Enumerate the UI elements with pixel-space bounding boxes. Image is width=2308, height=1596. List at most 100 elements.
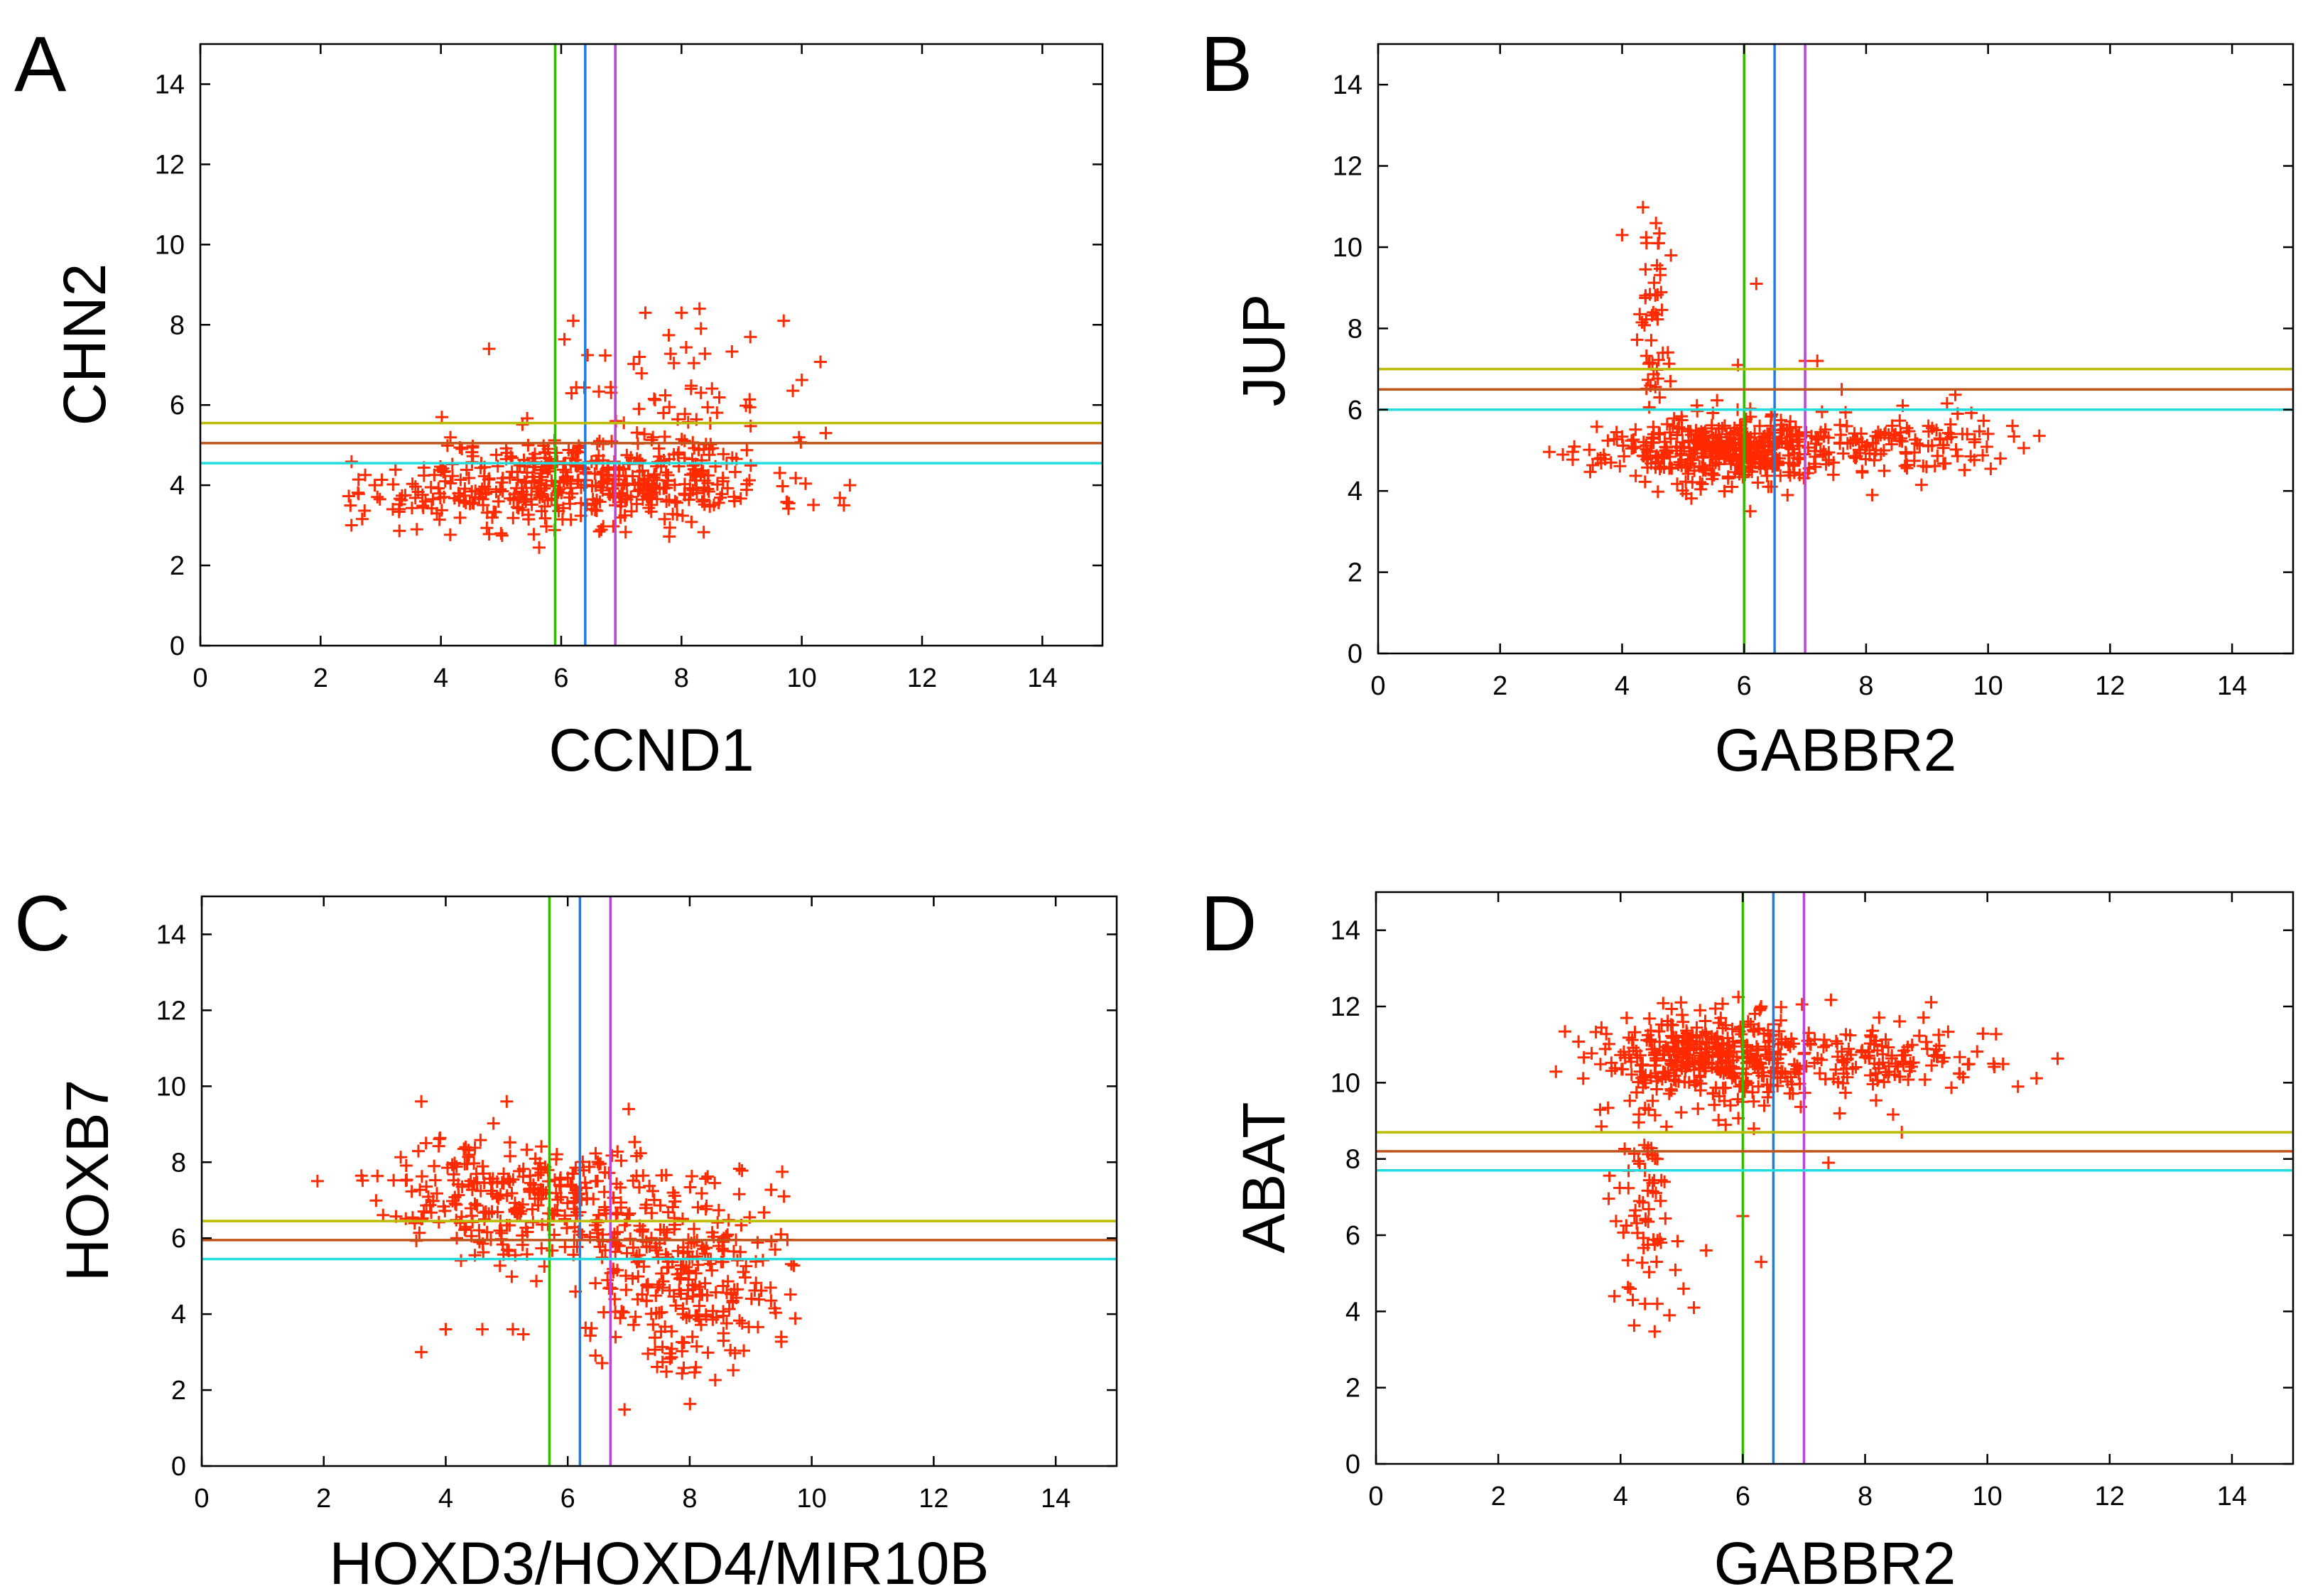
- data-point: [1642, 1265, 1656, 1279]
- data-point: [659, 1168, 673, 1182]
- data-point: [566, 314, 580, 327]
- data-point: [1748, 1055, 1761, 1068]
- data-point: [819, 426, 833, 440]
- data-point: [1643, 356, 1657, 369]
- data-point: [1971, 1045, 1984, 1058]
- data-point: [465, 1183, 479, 1197]
- data-point: [694, 1318, 708, 1332]
- data-point: [1706, 431, 1720, 445]
- data-point: [1987, 1057, 2000, 1070]
- panel-a: 0 2 4 6 8 10 12 14 0 2 4 6 8 10 12 14 CCND1 CHN2 A: [14, 21, 1104, 783]
- y-tick-label: 2: [1348, 558, 1362, 588]
- data-point: [701, 1170, 715, 1183]
- data-point: [1794, 1100, 1807, 1114]
- data-point: [1663, 1048, 1676, 1062]
- data-point: [1632, 1154, 1645, 1168]
- data-point: [477, 1246, 490, 1259]
- data-point: [452, 487, 465, 500]
- data-point: [1949, 443, 1963, 456]
- data-point: [1625, 1068, 1638, 1081]
- data-point: [587, 1193, 600, 1206]
- data-point: [1905, 1060, 1918, 1073]
- data-point: [1669, 1074, 1683, 1087]
- data-point: [1841, 1052, 1854, 1065]
- y-tick-label: 0: [170, 631, 185, 661]
- x-tick-label: 12: [2095, 671, 2125, 701]
- data-point: [1968, 453, 1981, 467]
- data-point: [1813, 1067, 1826, 1080]
- data-point: [1953, 1067, 1966, 1080]
- data-points: [1549, 990, 2064, 1338]
- data-point: [647, 1193, 661, 1207]
- data-point: [1929, 423, 1943, 437]
- data-point: [1659, 1212, 1672, 1225]
- data-point: [676, 1335, 689, 1349]
- data-point: [1615, 228, 1629, 241]
- data-point: [1621, 1281, 1635, 1294]
- data-point: [623, 1207, 636, 1220]
- data-point: [713, 391, 726, 404]
- data-point: [454, 1254, 467, 1267]
- data-point: [1743, 460, 1757, 474]
- y-axis-label: ABAT: [1230, 1102, 1297, 1253]
- data-point: [659, 466, 673, 479]
- plot-frame: [1375, 891, 2295, 1465]
- data-point: [1664, 374, 1677, 388]
- data-point: [475, 1323, 489, 1336]
- data-point: [1681, 467, 1695, 480]
- data-point: [708, 1176, 722, 1190]
- data-point: [448, 1197, 462, 1210]
- data-point: [1740, 450, 1753, 464]
- x-tick-label: 6: [1737, 671, 1752, 701]
- data-point: [1650, 259, 1664, 272]
- data-point: [1647, 436, 1660, 450]
- y-tick-label: 4: [170, 471, 185, 501]
- data-point: [648, 1331, 661, 1345]
- data-point: [1936, 441, 1950, 455]
- data-point: [1653, 391, 1667, 404]
- data-point: [1893, 1015, 1907, 1028]
- data-point: [694, 322, 708, 335]
- data-point: [641, 1347, 655, 1360]
- data-point: [1815, 405, 1828, 418]
- data-point: [593, 495, 607, 509]
- data-point: [676, 1308, 690, 1321]
- data-point: [426, 492, 440, 506]
- data-point: [1925, 1059, 1939, 1073]
- data-point: [1922, 440, 1935, 453]
- data-point: [774, 1227, 788, 1241]
- data-point: [410, 523, 423, 536]
- data-point: [1727, 1060, 1740, 1074]
- data-point: [1648, 1152, 1662, 1166]
- data-point: [1600, 1027, 1613, 1041]
- data-point: [1661, 1041, 1674, 1055]
- data-point: [419, 1136, 433, 1150]
- data-point: [1774, 469, 1787, 482]
- data-point: [727, 490, 741, 504]
- data-point: [1693, 427, 1706, 440]
- data-point: [392, 505, 406, 519]
- data-point: [1929, 1043, 1943, 1056]
- x-tick-label: 0: [1368, 1482, 1383, 1511]
- data-point: [485, 1205, 499, 1218]
- data-point: [1758, 432, 1772, 445]
- data-point: [503, 1175, 516, 1188]
- data-point: [479, 487, 492, 501]
- data-point: [2017, 441, 2030, 455]
- data-point: [675, 306, 688, 320]
- data-point: [649, 1289, 663, 1303]
- data-point: [504, 1149, 517, 1163]
- data-point: [1819, 457, 1833, 471]
- data-point: [1716, 997, 1729, 1011]
- data-point: [1764, 1029, 1777, 1043]
- y-tick-label: 0: [171, 1452, 186, 1482]
- data-point: [567, 1195, 580, 1208]
- data-point: [655, 1267, 668, 1281]
- data-point: [645, 498, 659, 511]
- data-point: [1829, 1034, 1843, 1048]
- data-point: [530, 1274, 543, 1288]
- data-point: [1918, 1073, 1932, 1087]
- data-point: [1725, 1022, 1739, 1036]
- data-point: [740, 483, 754, 496]
- data-point: [1684, 452, 1698, 466]
